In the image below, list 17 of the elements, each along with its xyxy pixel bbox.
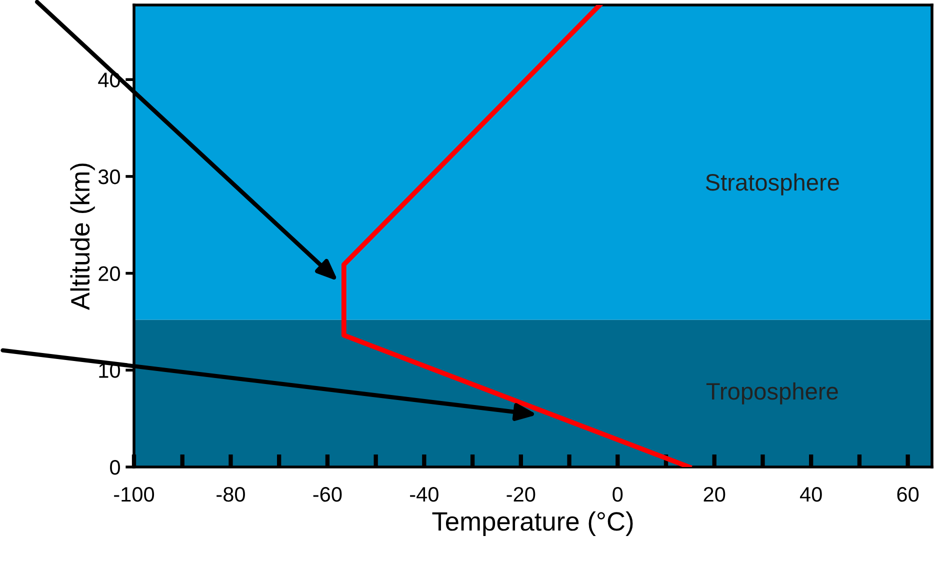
- y-tick-label: 0: [110, 460, 120, 475]
- x-axis-title: Temperature (°C): [432, 511, 633, 536]
- band-label: Stratosphere: [706, 173, 839, 196]
- x-tick-label: 40: [800, 486, 822, 502]
- x-tick-label: 20: [704, 486, 726, 502]
- x-tick-label: -20: [506, 486, 536, 502]
- y-tick-label: 20: [98, 266, 120, 282]
- y-tick-label: 30: [98, 169, 120, 184]
- x-tick-label: 60: [897, 486, 919, 502]
- x-tick-label: -100: [114, 486, 154, 502]
- x-tick-label: -80: [216, 486, 245, 502]
- band-label: Troposphere: [706, 382, 838, 404]
- x-tick-label: -40: [410, 486, 438, 502]
- x-tick-label: 0: [612, 486, 623, 502]
- line-series: [341, 5, 692, 467]
- x-tick-label: -60: [313, 486, 342, 502]
- y-axis-title: Altitude (km): [70, 164, 95, 310]
